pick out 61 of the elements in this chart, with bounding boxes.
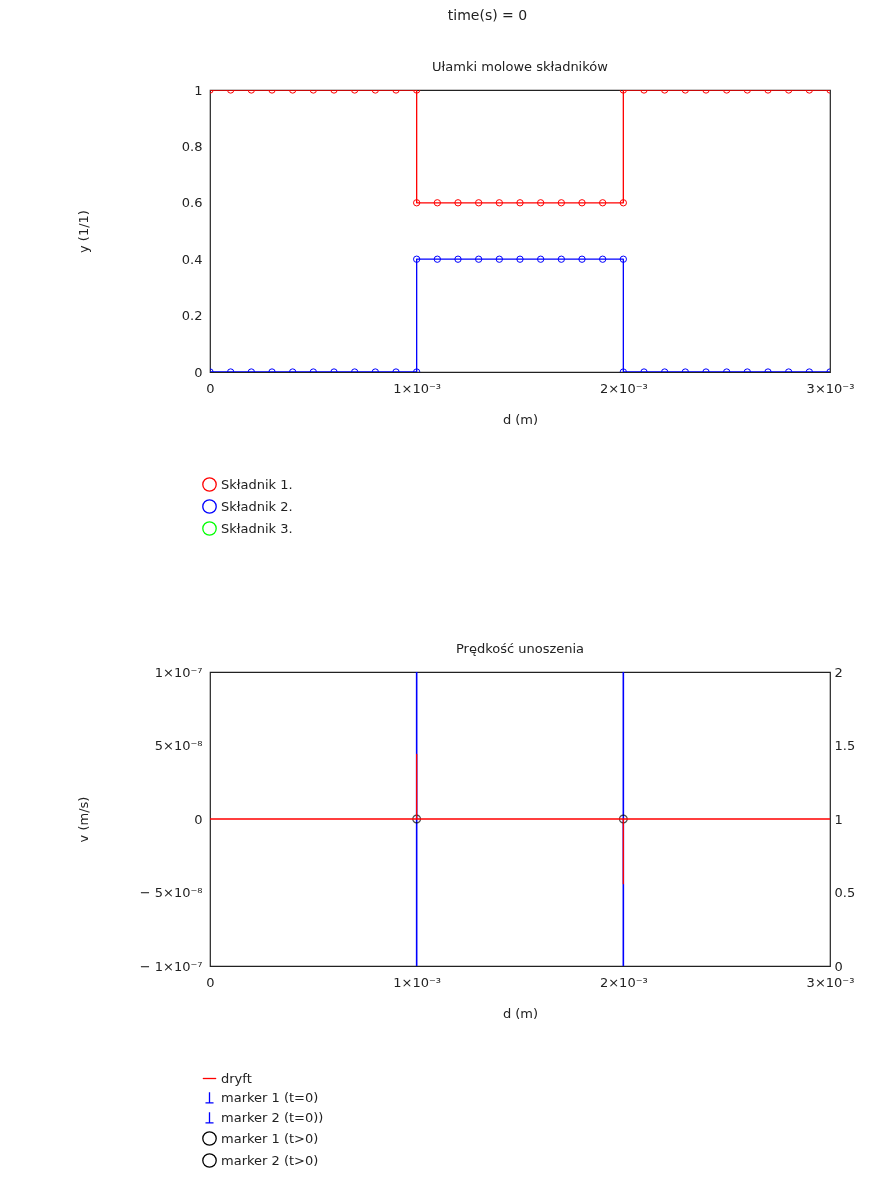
point: [454, 199, 462, 207]
x-tick-label: 1×10⁻³: [393, 380, 442, 396]
point: [619, 199, 627, 207]
y-tick-label: 0.6: [181, 195, 203, 211]
point: [475, 255, 483, 263]
y-tick-label: − 1×10⁻⁷: [139, 958, 203, 974]
x-tick-label: 0: [206, 380, 215, 396]
y-tick-label: 0.8: [181, 138, 203, 154]
y-tick-label: 0.2: [181, 308, 203, 324]
y-tick-label: 0.4: [181, 251, 203, 267]
point: [495, 255, 503, 263]
x-axis-title: d (m): [502, 1005, 539, 1021]
point: [537, 199, 545, 207]
y2-tick-label: 1.5: [834, 738, 856, 753]
point: [433, 255, 441, 263]
x-tick-label: 3×10⁻³: [806, 380, 855, 396]
x-tick-label: 2×10⁻³: [599, 380, 648, 396]
y-tick-label: 0: [194, 811, 203, 827]
x-tick-label: 3×10⁻³: [806, 974, 855, 990]
text: time(s) = 0: [446, 6, 529, 25]
legend-label: Składnik 2.: [221, 498, 293, 514]
y-axis-title: y (1/1): [75, 210, 91, 253]
point: [557, 199, 565, 207]
y2-tick-label: 0: [834, 958, 843, 974]
point: [619, 255, 627, 263]
y-tick-label: 1×10⁻⁷: [154, 664, 203, 680]
point: [433, 199, 441, 207]
y-tick-label: 5×10⁻⁸: [154, 738, 203, 753]
point: [599, 199, 607, 207]
legend-label: dryft: [221, 1070, 252, 1086]
point: [578, 255, 586, 263]
point: [516, 255, 524, 263]
legend-label: marker 2 (t=0)): [221, 1109, 324, 1125]
point: [578, 199, 586, 207]
y-tick-label: 0: [194, 364, 203, 380]
point: [413, 199, 421, 207]
point: [413, 255, 421, 263]
point: [495, 199, 503, 207]
chart-title: Ułamki molowe składników: [432, 59, 609, 74]
point: [537, 255, 545, 263]
legend-label: Składnik 3.: [221, 520, 293, 536]
y2-tick-label: 1: [834, 811, 843, 827]
y-axis-title: v (m/s): [75, 796, 91, 843]
legend-label: Składnik 1.: [221, 476, 293, 492]
y2-tick-label: 0.5: [834, 885, 856, 900]
point: [599, 255, 607, 263]
y-tick-label: 1: [194, 82, 203, 98]
legend-label: marker 1 (t>0): [221, 1130, 319, 1146]
x-tick-label: 1×10⁻³: [393, 974, 442, 990]
y-tick-label: − 5×10⁻⁸: [139, 885, 203, 900]
chart-title: Prędkość unoszenia: [455, 641, 585, 656]
point: [475, 199, 483, 207]
legend-label: marker 1 (t=0): [221, 1089, 319, 1105]
legend-label: marker 2 (t>0): [221, 1152, 319, 1168]
x-axis-title: d (m): [502, 411, 539, 427]
x-tick-label: 0: [206, 974, 215, 990]
x-tick-label: 2×10⁻³: [599, 974, 648, 990]
point: [557, 255, 565, 263]
point: [454, 255, 462, 263]
y2-tick-label: 2: [834, 664, 843, 680]
point: [516, 199, 524, 207]
